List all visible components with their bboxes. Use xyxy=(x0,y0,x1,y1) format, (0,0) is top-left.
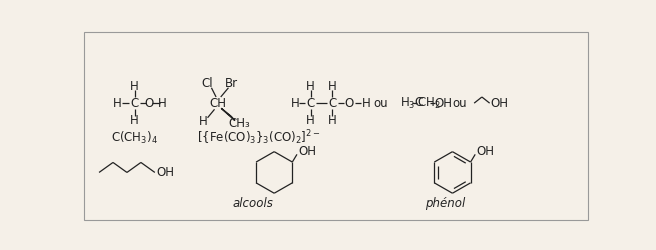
Text: C: C xyxy=(306,97,315,110)
Text: OH: OH xyxy=(491,97,508,110)
Text: H: H xyxy=(113,97,122,110)
Text: H: H xyxy=(362,97,371,110)
Text: ou: ou xyxy=(373,97,388,110)
Text: Cl: Cl xyxy=(201,77,213,90)
Text: OH: OH xyxy=(298,145,317,158)
Text: C: C xyxy=(328,97,337,110)
Text: OH: OH xyxy=(156,166,174,179)
Text: C: C xyxy=(131,97,139,110)
Text: H$_3$C: H$_3$C xyxy=(400,96,424,111)
Text: alcools: alcools xyxy=(232,197,273,210)
Text: OH: OH xyxy=(435,97,453,110)
Text: OH: OH xyxy=(477,145,495,158)
Text: H: H xyxy=(328,80,337,93)
Text: H: H xyxy=(131,114,139,126)
Text: H: H xyxy=(328,114,337,126)
Text: H: H xyxy=(158,97,167,110)
Text: [{Fe(CO)$_3$}$_3$(CO)$_2$]$^{2-}$: [{Fe(CO)$_3$}$_3$(CO)$_2$]$^{2-}$ xyxy=(197,128,320,147)
Text: phénol: phénol xyxy=(424,197,465,210)
Text: C(CH$_3$)$_4$: C(CH$_3$)$_4$ xyxy=(112,130,159,146)
Text: H: H xyxy=(199,115,208,128)
Text: O: O xyxy=(345,97,354,110)
Polygon shape xyxy=(221,108,235,120)
Text: H: H xyxy=(306,114,315,126)
Text: Br: Br xyxy=(225,77,238,90)
Text: O: O xyxy=(144,97,154,110)
Text: H: H xyxy=(131,80,139,93)
Text: CH₃: CH₃ xyxy=(228,117,250,130)
Text: H: H xyxy=(291,97,300,110)
Text: H: H xyxy=(306,80,315,93)
Text: ou: ou xyxy=(452,97,466,110)
Text: CH: CH xyxy=(209,97,226,110)
Text: CH$_2$: CH$_2$ xyxy=(417,96,440,111)
